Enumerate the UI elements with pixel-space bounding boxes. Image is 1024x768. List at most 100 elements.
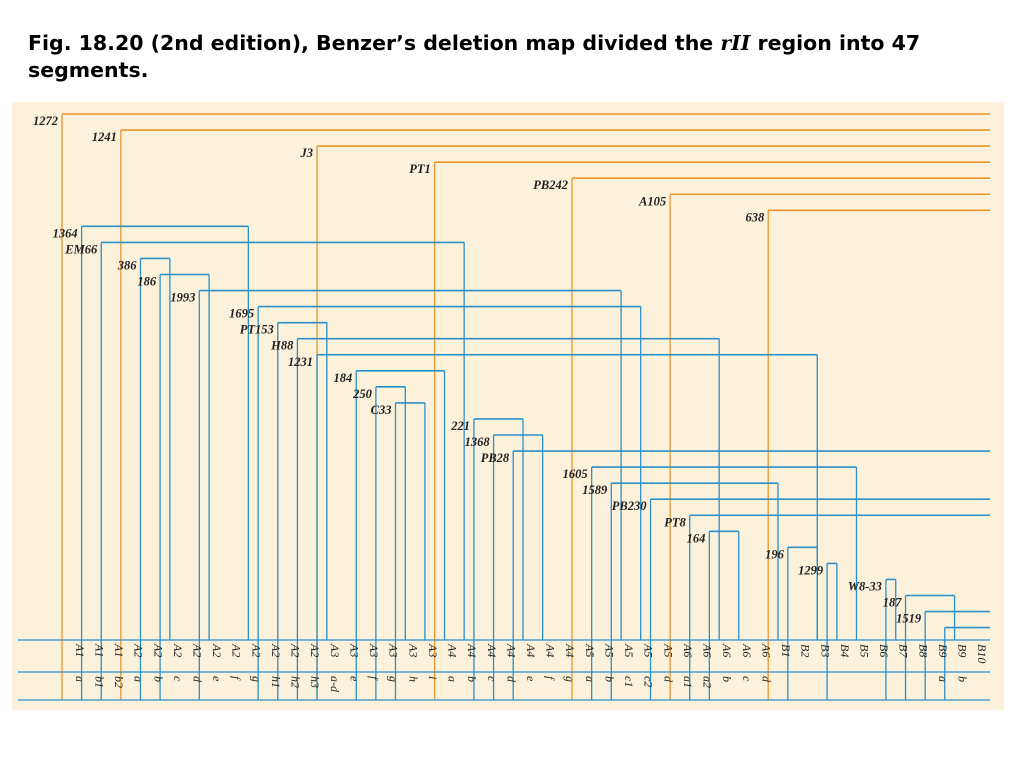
segment-sub-8: e — [210, 676, 224, 682]
segment-region-10: A2 — [249, 643, 263, 657]
deletion-label-1605: 1605 — [563, 467, 588, 481]
segment-region-41: B5 — [857, 644, 871, 657]
segment-sub-45: a — [936, 676, 950, 682]
segment-sub-34: b — [720, 676, 734, 682]
deletion-label-1231: 1231 — [288, 355, 313, 369]
segment-region-14: A3 — [328, 643, 342, 657]
segment-sub-2: b1 — [92, 676, 106, 688]
deletion-drops — [61, 114, 956, 700]
segment-region-33: A6 — [701, 643, 715, 657]
segment-sub-46: b — [956, 676, 970, 682]
segment-region-20: A4 — [446, 643, 460, 657]
deletion-label-1993: 1993 — [170, 291, 195, 305]
segment-sub-20: a — [446, 676, 460, 682]
segment-region-7: A2 — [191, 643, 205, 657]
segment-region-8: A2 — [210, 643, 224, 657]
segment-sub-23: d — [504, 676, 518, 683]
segment-sub-13: h3 — [308, 676, 322, 688]
deletion-map: 1272 1241 J3 PT1 PB242 A105 638 1364 EM66 386 186 1… — [12, 102, 1004, 710]
segment-sub-22: c — [485, 676, 499, 682]
deletion-label-pt153: PT153 — [240, 323, 274, 337]
deletion-label-1589: 1589 — [582, 483, 608, 497]
deletion-label-184: 184 — [334, 371, 353, 385]
deletion-label-w8-33: W8-33 — [848, 579, 882, 593]
segment-region-17: A3 — [387, 643, 401, 657]
figure-title: Fig. 18.20 (2nd edition), Benzerʼs delet… — [28, 30, 1008, 84]
segment-region-30: A5 — [642, 643, 656, 657]
segment-region-18: A3 — [406, 643, 420, 657]
deletion-label-pb230: PB230 — [612, 499, 647, 513]
deletion-label-386: 386 — [117, 258, 138, 272]
segment-region-22: A4 — [485, 643, 499, 657]
segment-sub-30: c2 — [642, 676, 656, 687]
segment-region-43: B7 — [897, 644, 911, 658]
deletion-label-1368: 1368 — [465, 435, 491, 449]
segment-sub-6: c — [171, 676, 185, 682]
segment-sub-19: i — [426, 676, 440, 679]
deletion-label-pb242: PB242 — [533, 178, 568, 192]
segment-region-28: A5 — [602, 643, 616, 657]
deletion-label-638: 638 — [745, 210, 765, 224]
segment-region-36: A6 — [759, 643, 773, 657]
segment-region-47: B10 — [975, 644, 989, 663]
deletion-label-em66: EM66 — [64, 242, 98, 256]
segment-sub-18: h — [406, 676, 420, 682]
segment-region-35: A6 — [740, 643, 754, 657]
deletion-label-250: 250 — [352, 387, 373, 401]
deletion-label-186: 186 — [137, 275, 157, 289]
segment-sub-28: b — [602, 676, 616, 682]
segment-sub-7: d — [191, 676, 205, 683]
deletion-label-j3: J3 — [300, 146, 314, 160]
segment-region-24: A4 — [524, 643, 538, 657]
segment-sub-9: f — [230, 676, 244, 681]
segment-region-32: A6 — [681, 643, 695, 657]
segment-region-46: B9 — [956, 644, 970, 657]
segment-region-23: A4 — [504, 643, 518, 657]
segment-region-6: A2 — [171, 643, 185, 657]
segment-region-9: A2 — [230, 643, 244, 657]
segment-rules — [18, 639, 990, 701]
deletion-label-196: 196 — [765, 547, 785, 561]
segment-sub-10: g — [249, 676, 263, 682]
segment-sub-11: h1 — [269, 676, 283, 688]
segment-region-39: B3 — [818, 644, 832, 657]
segment-region-27: A5 — [583, 643, 597, 657]
segment-region-45: B9 — [936, 644, 950, 657]
segment-region-3: A1 — [112, 643, 126, 657]
segment-sub-5: b — [151, 676, 165, 682]
segment-sub-16: f — [367, 676, 381, 681]
deletion-label-1299: 1299 — [798, 563, 824, 577]
segment-region-21: A4 — [465, 643, 479, 657]
segment-region-40: B4 — [838, 644, 852, 657]
segment-region-38: B2 — [799, 644, 813, 657]
deletion-label-187: 187 — [883, 596, 903, 610]
segment-region-37: B1 — [779, 644, 793, 657]
segment-region-1: A1 — [73, 643, 87, 657]
segment-region-29: A5 — [622, 643, 636, 657]
deletion-label-pt8: PT8 — [664, 515, 686, 529]
segment-sub-26: g — [563, 676, 577, 682]
title-part-1: Fig. 18.20 (2nd edition), Benzer — [28, 31, 397, 55]
deletion-label-1695: 1695 — [229, 307, 254, 321]
segment-region-44: B8 — [916, 644, 930, 657]
deletion-labels: 1272 1241 J3 PT1 PB242 A105 638 1364 EM66 386 186 1… — [33, 114, 922, 626]
segment-sub-15: e — [347, 676, 361, 682]
segment-sub-25: f — [544, 676, 558, 681]
map-background — [12, 102, 1004, 710]
deletion-label-1519: 1519 — [896, 612, 922, 626]
segment-sub-4: a — [132, 676, 146, 682]
segment-sub-1: a — [73, 676, 87, 682]
segment-region-25: A4 — [544, 643, 558, 657]
segment-region-13: A2 — [308, 643, 322, 657]
segment-region-19: A3 — [426, 643, 440, 657]
segment-sub-31: d — [661, 676, 675, 683]
segment-region-15: A3 — [347, 643, 361, 657]
deletion-label-pt1: PT1 — [409, 162, 431, 176]
deletion-label-164: 164 — [687, 531, 706, 545]
segment-region-31: A5 — [661, 643, 675, 657]
segment-sub-14: a-d — [328, 676, 342, 693]
segment-sub-36: d — [759, 676, 773, 683]
deletion-label-h88: H88 — [270, 339, 294, 353]
segment-sub-3: b2 — [112, 676, 126, 688]
deletion-label-c33: C33 — [371, 403, 392, 417]
